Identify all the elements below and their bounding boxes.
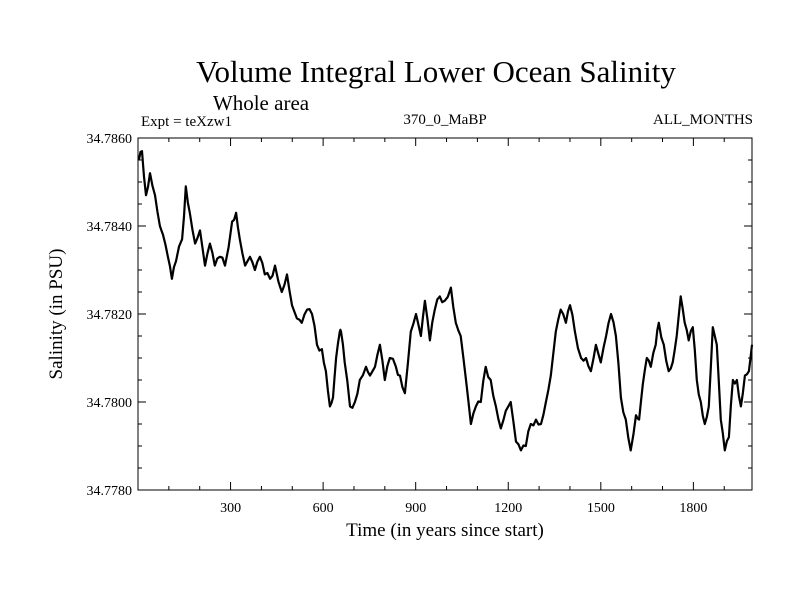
- y-tick-label: 34.7860: [87, 132, 133, 147]
- x-axis-label: Time (in years since start): [346, 520, 544, 541]
- y-axis-label: Salinity (in PSU): [46, 249, 67, 380]
- annotation-center: 370_0_MaBP: [403, 112, 486, 128]
- chart-subtitle: Whole area: [213, 91, 310, 115]
- x-tick-label: 300: [220, 501, 241, 516]
- chart-title: Volume Integral Lower Ocean Salinity: [196, 54, 676, 89]
- series-group: [137, 150, 754, 452]
- x-tick-label: 900: [405, 501, 426, 516]
- series-line-salinity: [137, 150, 754, 452]
- plot-area: [137, 137, 753, 491]
- x-axis: 300 600 900 1200 1500 1800: [168, 138, 725, 516]
- annotation-left: Expt = teXzw1: [141, 114, 232, 130]
- y-tick-label: 34.7820: [87, 308, 133, 323]
- y-axis: 34.7780 34.7800 34.7820 34.7840 34.7860: [87, 132, 752, 499]
- x-tick-label: 1200: [494, 501, 522, 516]
- x-tick-label: 1500: [587, 501, 615, 516]
- y-tick-label: 34.7780: [87, 484, 133, 499]
- plot-frame: [137, 137, 753, 491]
- annotation-right: ALL_MONTHS: [653, 112, 753, 128]
- y-tick-label: 34.7800: [87, 396, 133, 411]
- x-tick-label: 1800: [679, 501, 707, 516]
- y-tick-label: 34.7840: [87, 220, 133, 235]
- x-tick-label: 600: [313, 501, 334, 516]
